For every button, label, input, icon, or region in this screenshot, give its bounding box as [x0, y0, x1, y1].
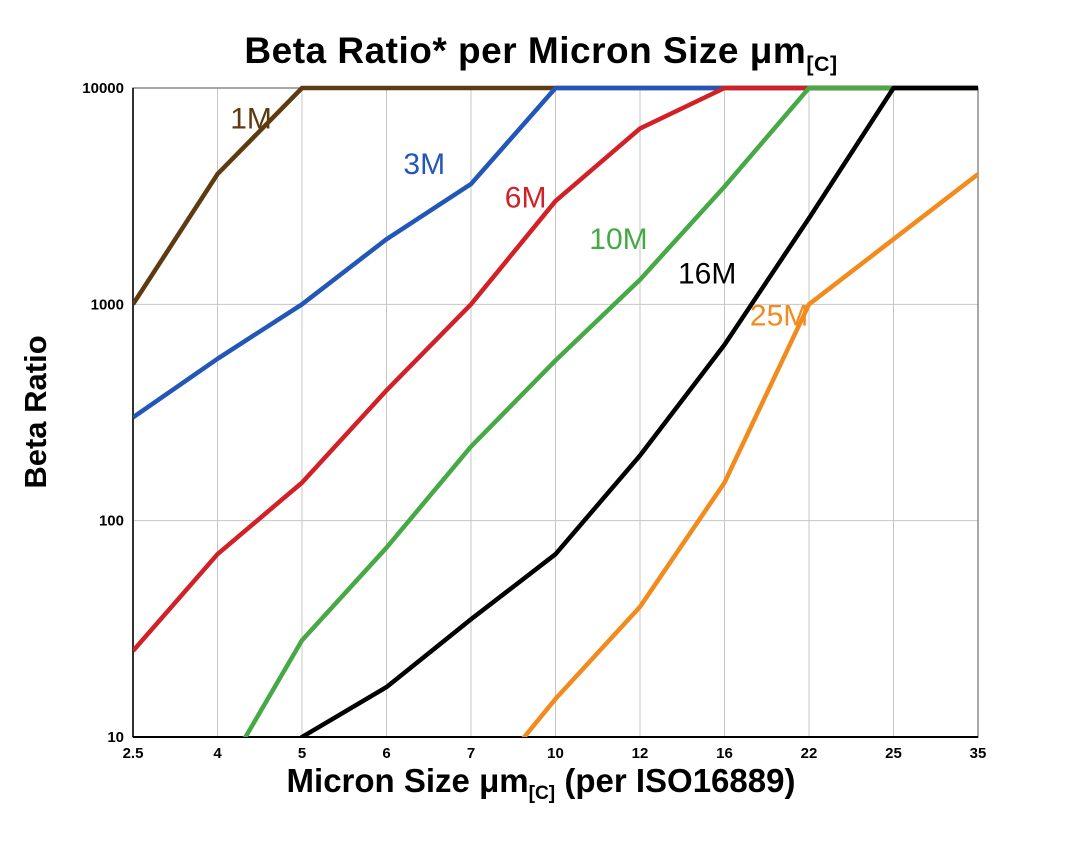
series-label-1M: 1M	[230, 103, 272, 136]
x-axis-title-suffix: (per ISO16889)	[555, 762, 796, 799]
x-tick-label: 7	[467, 745, 475, 762]
x-tick-label: 12	[632, 745, 649, 762]
x-axis-title: Micron Size μm[C] (per ISO16889)	[0, 762, 1082, 804]
x-axis-title-text: Micron Size μm	[286, 762, 529, 799]
x-axis-title-subscript: [C]	[528, 783, 556, 805]
y-tick-label: 10000	[82, 80, 124, 97]
series-label-3M: 3M	[403, 148, 445, 181]
series-label-10M: 10M	[589, 223, 647, 256]
x-tick-label: 4	[213, 745, 222, 762]
x-tick-label: 22	[801, 745, 818, 762]
x-tick-label: 25	[885, 745, 902, 762]
chart-title-subscript: [C]	[806, 52, 838, 77]
x-tick-label: 2.5	[123, 745, 144, 762]
chart-title-text: Beta Ratio* per Micron Size μm	[244, 30, 807, 71]
series-line-10M	[242, 85, 978, 737]
x-tick-label: 16	[716, 745, 733, 762]
x-tick-label: 6	[382, 745, 390, 762]
chart-title: Beta Ratio* per Micron Size μm[C]	[0, 30, 1082, 76]
x-tick-label: 5	[298, 745, 306, 762]
y-tick-label: 1000	[91, 296, 124, 313]
x-tick-label: 10	[547, 745, 564, 762]
series-label-6M: 6M	[505, 182, 547, 215]
series-label-16M: 16M	[678, 257, 736, 290]
series-line-16M	[298, 85, 978, 737]
y-tick-label: 10	[107, 729, 124, 746]
series-line-25M	[521, 172, 978, 737]
x-tick-label: 35	[970, 745, 987, 762]
series-label-25M: 25M	[750, 299, 808, 332]
y-tick-label: 100	[99, 513, 124, 530]
